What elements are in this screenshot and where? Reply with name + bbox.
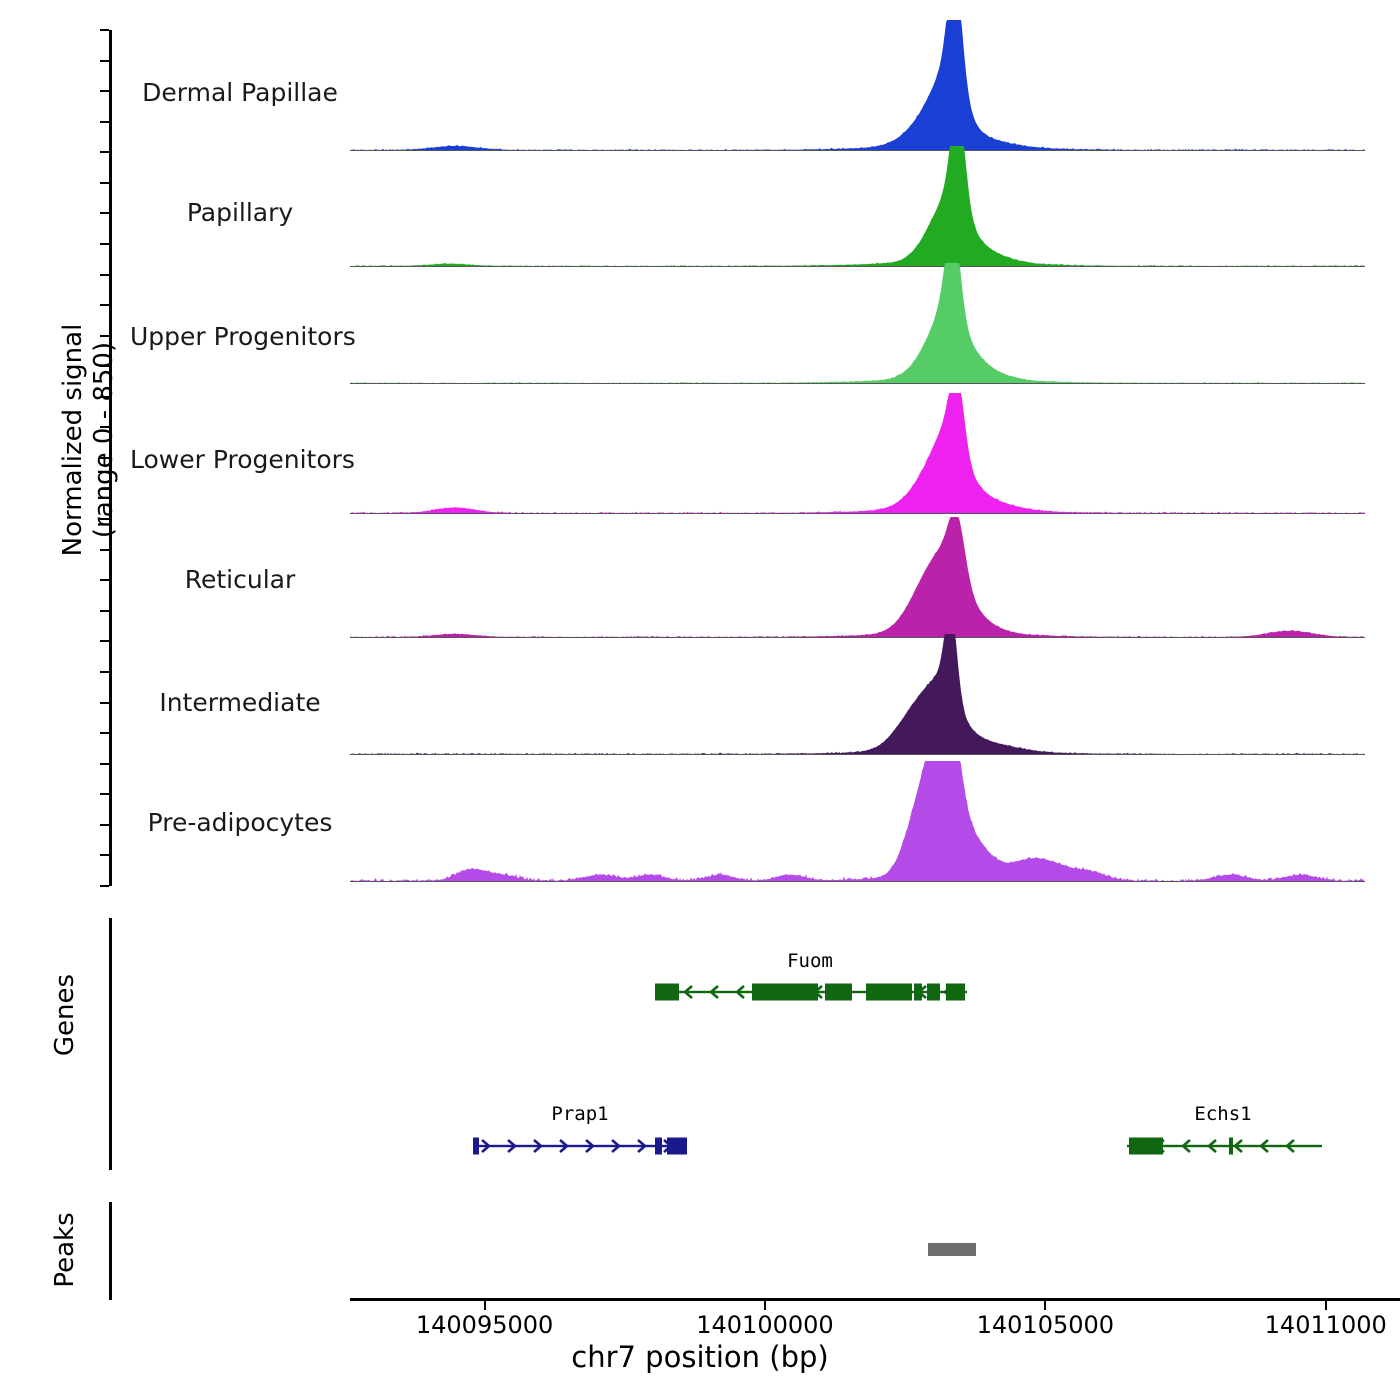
y-axis-tick — [100, 334, 109, 337]
y-axis-tick — [100, 243, 109, 245]
y-axis-tick — [100, 732, 109, 735]
y-axis-tick — [100, 273, 109, 276]
track-label-pre-adipocytes: Pre-adipocytes — [147, 808, 333, 837]
track-baseline — [350, 754, 1365, 755]
signal-area-papillary — [350, 146, 1365, 266]
genes-axis-label: Genes — [50, 973, 80, 1057]
y-axis-tick — [100, 823, 109, 826]
gene-label-prap1: Prap1 — [551, 1103, 609, 1125]
y-axis-tick — [100, 671, 109, 673]
peaks-axis-label: Peaks — [50, 1212, 80, 1288]
gene-label-echs1: Echs1 — [1194, 1103, 1252, 1125]
track-baseline — [350, 637, 1365, 638]
x-axis-tick-label: 140100000 — [696, 1311, 834, 1339]
x-axis-tick — [1324, 1301, 1327, 1310]
y-axis-tick — [100, 457, 109, 459]
y-axis-tick — [100, 90, 109, 93]
signal-axis-label-line2: (range 0 - 850) — [89, 341, 119, 539]
track-label-lower-progenitors: Lower Progenitors — [130, 445, 355, 474]
x-axis-tick — [763, 1301, 766, 1310]
peaks-axis-spine — [109, 1202, 112, 1300]
x-axis-tick-label: 140095000 — [415, 1311, 554, 1339]
y-axis-tick — [100, 885, 109, 887]
y-axis-tick — [100, 426, 109, 429]
track-baseline — [350, 513, 1365, 514]
track-baseline — [350, 881, 1365, 882]
y-axis-tick — [100, 640, 109, 643]
track-label-papillary: Papillary — [186, 198, 294, 227]
peak-region[interactable] — [928, 1243, 976, 1256]
y-axis-tick — [100, 151, 109, 154]
track-label-reticular: Reticular — [184, 565, 296, 594]
signal-area-upper-progenitors — [350, 263, 1365, 383]
track-baseline — [350, 150, 1365, 151]
gene-model-prap1[interactable] — [473, 1134, 687, 1158]
track-label-upper-progenitors: Upper Progenitors — [130, 322, 356, 351]
signal-axis-spine — [109, 30, 112, 886]
track-label-intermediate: Intermediate — [159, 688, 321, 717]
track-baseline — [350, 266, 1365, 267]
y-axis-tick — [100, 854, 109, 857]
signal-area-reticular — [350, 517, 1365, 637]
y-axis-tick — [100, 518, 109, 521]
y-axis-tick — [100, 120, 109, 123]
signal-area-intermediate — [350, 634, 1365, 754]
y-axis-tick — [100, 762, 109, 765]
x-axis-title: chr7 position (bp) — [571, 1340, 829, 1374]
track-baseline — [350, 383, 1365, 384]
gene-model-echs1[interactable] — [1127, 1134, 1322, 1158]
y-axis-tick — [100, 548, 109, 551]
y-axis-tick — [100, 59, 109, 62]
x-axis-spine — [350, 1298, 1400, 1301]
y-axis-tick — [100, 609, 109, 612]
genes-axis-spine — [109, 918, 112, 1170]
signal-area-pre-adipocytes — [350, 761, 1365, 881]
signal-area-dermal-papillae — [350, 20, 1365, 150]
x-axis-tick-label: 140105000 — [976, 1311, 1115, 1339]
gene-model-fuom[interactable] — [655, 980, 967, 1004]
gene-label-fuom: Fuom — [787, 950, 833, 972]
y-axis-tick — [100, 212, 109, 215]
y-axis-tick — [100, 793, 109, 796]
x-axis-tick-label: 14011000 — [1264, 1311, 1387, 1339]
y-axis-tick — [100, 701, 109, 704]
x-axis-tick — [483, 1301, 486, 1310]
y-axis-tick — [100, 579, 109, 582]
y-axis-tick — [100, 395, 109, 398]
signal-axis-label-line1: Normalized signal — [58, 323, 88, 557]
y-axis-tick — [100, 304, 109, 307]
y-axis-tick — [100, 365, 109, 368]
signal-area-lower-progenitors — [350, 393, 1365, 513]
x-axis-tick — [1044, 1301, 1047, 1310]
y-axis-tick — [100, 487, 109, 490]
y-axis-tick — [100, 181, 109, 184]
y-axis-tick — [100, 29, 109, 31]
track-label-dermal-papillae: Dermal Papillae — [142, 78, 338, 107]
